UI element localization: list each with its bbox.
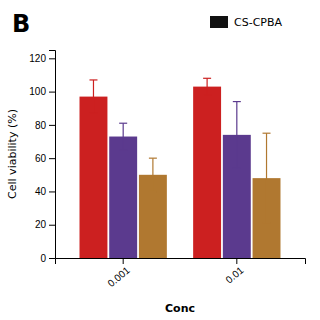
tick-mark: [49, 158, 55, 159]
tick-mark: [236, 258, 237, 264]
error-bar: [263, 133, 271, 223]
error-line: [123, 123, 124, 150]
tick-mark: [49, 92, 55, 93]
marks: [80, 78, 281, 258]
error-bar: [89, 80, 97, 113]
error-bar: [149, 158, 157, 191]
tick-label: 20: [35, 219, 47, 230]
tick-label: 40: [35, 186, 47, 197]
error-cap: [119, 149, 127, 150]
error-line: [93, 80, 94, 113]
bar: [80, 97, 108, 258]
tick: 80: [35, 120, 55, 131]
error-bar: [203, 78, 211, 95]
tick: 100: [29, 86, 55, 97]
tick-mark: [49, 258, 55, 259]
error-cap: [89, 113, 97, 114]
tick: 0: [40, 253, 55, 264]
x-axis: 0.001 0.01: [56, 258, 306, 289]
tick-label: 60: [35, 153, 47, 164]
error-cap: [233, 101, 241, 102]
tick: 20: [35, 219, 55, 230]
tick-mark: [49, 191, 55, 192]
tick-label: 80: [35, 120, 47, 131]
series: [139, 133, 281, 258]
error-cap: [263, 222, 271, 223]
error-line: [152, 158, 153, 191]
error-cap: [203, 78, 211, 79]
tick: 40: [35, 186, 55, 197]
x-axis-title: Conc: [165, 302, 195, 315]
annotation: CS-CPBA: [210, 16, 282, 29]
error-cap: [263, 133, 271, 134]
title: B: [12, 10, 30, 38]
error-cap: [119, 123, 127, 124]
tick-label: 0.001: [106, 264, 133, 289]
tick-mark: [49, 125, 55, 126]
tick-label: 120: [29, 53, 46, 64]
tick-mark: [49, 225, 55, 226]
error-cap: [149, 191, 157, 192]
tick-mark: [49, 58, 55, 59]
series: [80, 78, 222, 258]
tick: 0.01: [223, 258, 245, 285]
series: [109, 102, 251, 258]
tick: 60: [35, 153, 55, 164]
error-cap: [89, 79, 97, 80]
error-line: [266, 133, 267, 223]
tick-label: 0: [40, 253, 46, 264]
tick-mark: [123, 258, 124, 264]
error-bar: [119, 123, 127, 150]
bar: [193, 87, 221, 258]
tick-label: 100: [29, 86, 46, 97]
y-axis-title: Cell viability (%): [6, 109, 19, 199]
error-line: [236, 102, 237, 169]
y-axis: 0 20 40 60 80 100 120: [29, 51, 55, 264]
chart: 0 20 40 60 80 100 120 0.001 0.01 Conc Cell viabili…: [0, 0, 320, 320]
axis-line: [49, 51, 56, 259]
error-cap: [149, 158, 157, 159]
annotation-swatch: [210, 16, 228, 28]
error-line: [207, 78, 208, 95]
axis-line: [56, 259, 306, 265]
error-cap: [203, 94, 211, 95]
error-bar: [233, 102, 241, 169]
tick-label: 0.01: [223, 264, 245, 285]
plot: 0 20 40 60 80 100 120 0.001 0.01: [29, 51, 305, 290]
bar: [109, 137, 137, 258]
tick: 0.001: [106, 258, 133, 289]
error-cap: [233, 168, 241, 169]
annotation-text: CS-CPBA: [234, 16, 282, 29]
tick: 120: [29, 53, 55, 64]
